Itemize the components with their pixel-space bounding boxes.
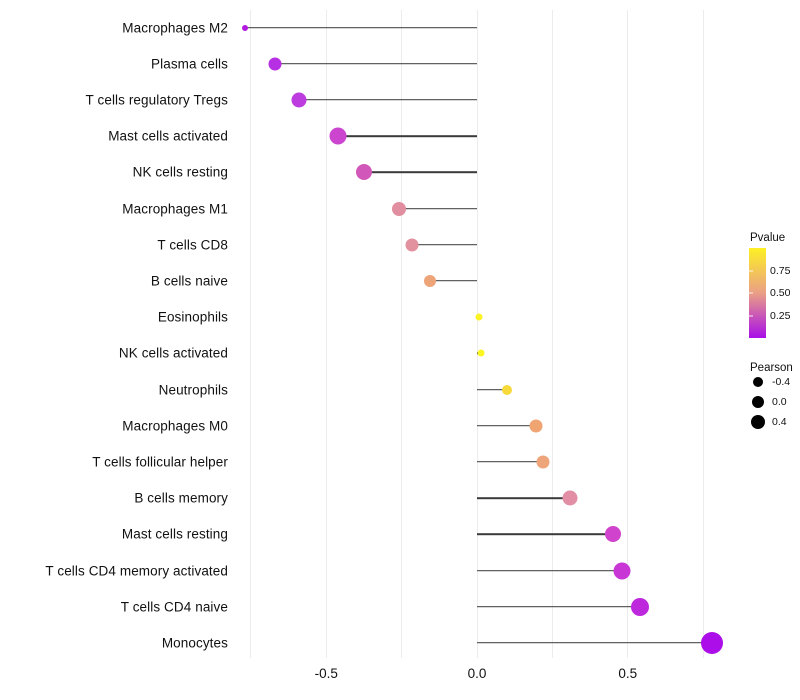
gridline xyxy=(401,10,403,658)
y-axis-category-label: T cells regulatory Tregs xyxy=(85,92,228,108)
data-point[interactable] xyxy=(268,57,282,71)
lollipop-stem xyxy=(477,497,571,499)
pvalue-legend-title: Pvalue xyxy=(750,232,786,244)
lollipop-stem xyxy=(398,207,477,210)
colorbar-tick-label: 0.75 xyxy=(770,264,791,277)
y-axis-category-label: Macrophages M2 xyxy=(122,20,228,35)
lollipop-stem xyxy=(274,62,477,65)
data-point[interactable] xyxy=(424,274,437,287)
size-key-dot xyxy=(753,377,763,387)
y-axis-category-label: Mast cells resting xyxy=(121,526,228,542)
pearson-legend-title: Pearson xyxy=(750,362,793,374)
y-axis-category-label: B cells naive xyxy=(150,273,228,289)
data-point[interactable] xyxy=(536,455,550,469)
size-key-dot xyxy=(751,415,765,429)
x-axis-tick-label: -0.5 xyxy=(314,666,338,681)
data-point[interactable] xyxy=(241,24,248,31)
y-axis-category-label: T cells CD4 naive xyxy=(120,599,228,615)
colorbar-tick-label: 0.50 xyxy=(770,287,791,299)
lollipop-stem xyxy=(299,99,477,101)
legend-panel: Pvalue 0.75 0.50 0.25 Pearson -0.4 0.0 0.4 xyxy=(746,0,800,700)
data-point[interactable] xyxy=(291,92,307,108)
y-axis-category-label: NK cells activated xyxy=(118,345,228,361)
lollipop-stem xyxy=(477,461,544,463)
lollipop-stem xyxy=(477,533,613,536)
x-axis-tick-label: 0.0 xyxy=(467,666,487,681)
data-point[interactable] xyxy=(475,313,482,321)
gridline xyxy=(702,10,704,658)
y-axis-category-label: Macrophages M0 xyxy=(122,418,228,434)
data-point[interactable] xyxy=(630,597,649,616)
gridline xyxy=(551,10,553,658)
size-key-label: 0.0 xyxy=(772,396,787,408)
size-key-dot xyxy=(752,396,764,408)
data-point[interactable] xyxy=(604,526,621,543)
y-axis-category-label: T cells CD4 memory activated xyxy=(45,563,228,578)
y-axis-label-group: Macrophages M2 Plasma cells T cells regula… xyxy=(0,0,228,700)
colorbar-tick-mark xyxy=(749,292,753,294)
y-axis-category-label: Plasma cells xyxy=(151,56,228,72)
data-point[interactable] xyxy=(355,164,372,181)
y-axis-category-label: NK cells resting xyxy=(132,164,228,180)
colorbar-tick-mark xyxy=(749,315,753,316)
lollipop-stem xyxy=(477,388,508,391)
y-axis-category-label: T cells follicular helper xyxy=(92,454,228,470)
size-key-label: 0.4 xyxy=(772,416,787,428)
gridline xyxy=(250,10,252,658)
y-axis-category-label: Macrophages M1 xyxy=(122,201,228,216)
lollipop-stem xyxy=(477,605,640,608)
y-axis-category-label: Eosinophils xyxy=(157,309,228,325)
lollipop-stem xyxy=(363,171,477,174)
data-point[interactable] xyxy=(477,349,485,357)
lollipop-stem xyxy=(338,135,477,137)
size-key-label: -0.4 xyxy=(772,376,791,388)
data-point[interactable] xyxy=(613,562,631,579)
lollipop-stem xyxy=(477,569,622,572)
data-point[interactable] xyxy=(529,419,543,433)
data-point[interactable] xyxy=(562,490,578,506)
y-axis-category-label: Neutrophils xyxy=(158,382,228,397)
y-axis-category-label: B cells memory xyxy=(134,490,228,506)
gridline xyxy=(476,10,478,658)
data-point[interactable] xyxy=(391,201,406,216)
lollipop-stem xyxy=(477,642,713,644)
gridline xyxy=(325,10,327,658)
colorbar-tick-label: 0.25 xyxy=(770,309,791,322)
lollipop-stem xyxy=(477,424,536,427)
lollipop-stem xyxy=(412,243,477,246)
x-axis-tick-label: 0.5 xyxy=(618,666,638,681)
gridline xyxy=(627,10,629,658)
lollipop-stem xyxy=(430,280,477,282)
data-point[interactable] xyxy=(329,127,347,145)
lollipop-stem xyxy=(244,26,477,29)
y-axis-category-label: Monocytes xyxy=(161,635,228,651)
colorbar-tick-mark xyxy=(749,270,753,271)
pvalue-colorbar xyxy=(749,248,766,338)
data-point[interactable] xyxy=(502,384,513,395)
data-point[interactable] xyxy=(405,238,419,252)
y-axis-category-label: Mast cells activated xyxy=(108,128,228,144)
data-point[interactable] xyxy=(701,631,724,654)
y-axis-category-label: T cells CD8 xyxy=(157,237,228,253)
